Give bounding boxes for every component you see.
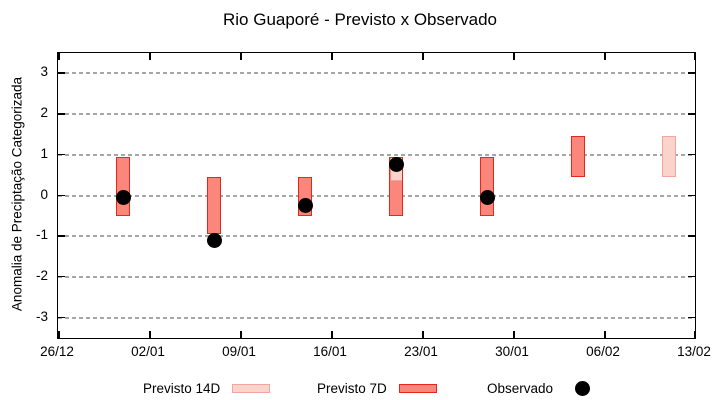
bar-previsto-7d (116, 156, 130, 216)
x-tick-label: 30/01 (495, 344, 529, 359)
bottom-tick-mark-x-4 (422, 331, 424, 338)
bottom-tick-mark-x-2 (240, 331, 242, 338)
y-tick-label: -3 (35, 308, 48, 324)
x-tick-label: 02/01 (131, 344, 165, 359)
right-tick-mark-y-3 (688, 72, 695, 74)
top-tick-mark-x-0 (58, 53, 60, 60)
bar-previsto-7d (207, 177, 221, 235)
legend-label-observado: Observado (487, 380, 554, 396)
x-tick-label: 16/01 (313, 344, 347, 359)
legend-label-previsto-7d: Previsto 7D (317, 380, 387, 396)
gridline-y-0 (58, 194, 695, 197)
bottom-tick-mark-x-5 (513, 331, 515, 338)
gridline-y-3 (58, 72, 695, 75)
top-tick-mark-x-3 (331, 53, 333, 60)
y-tick-label: 1 (40, 145, 48, 161)
legend-item-previsto-14d: Previsto 14D (143, 379, 271, 397)
gridline-y--3 (58, 316, 695, 319)
left-tick-mark-y-2 (58, 113, 65, 115)
y-tick-label: 0 (40, 186, 48, 202)
left-tick-mark-y--2 (58, 275, 65, 278)
left-tick-mark-y-0 (58, 194, 65, 196)
left-tick-mark-y-1 (58, 153, 65, 156)
observado-dot-symbol (575, 380, 591, 396)
observed-dot (297, 198, 313, 214)
right-tick-mark-y-0 (688, 194, 695, 196)
right-tick-mark-y-1 (688, 153, 695, 156)
right-tick-mark-y--2 (688, 275, 695, 278)
plot-area (57, 52, 696, 339)
chart-title: Rio Guaporé - Previsto x Observado (222, 10, 497, 29)
bar-previsto-14d (662, 136, 676, 178)
bottom-tick-mark-x-1 (149, 331, 151, 338)
legend-label-previsto-14d: Previsto 14D (143, 380, 221, 396)
top-tick-mark-x-7 (693, 53, 695, 60)
left-tick-mark-y-3 (58, 72, 65, 74)
y-tick-label: -2 (35, 267, 48, 283)
right-tick-mark-y--1 (688, 235, 695, 237)
legend-item-previsto-7d: Previsto 7D (317, 379, 437, 397)
right-tick-mark-y--3 (688, 316, 695, 319)
observed-dot (115, 190, 131, 206)
gridline-y--2 (58, 275, 695, 278)
x-tick-label: 23/01 (404, 344, 438, 359)
top-tick-mark-x-5 (513, 53, 515, 60)
gridline-y-2 (58, 113, 695, 116)
bottom-tick-mark-x-0 (58, 331, 60, 338)
observed-dot (206, 232, 222, 248)
x-tick-label: 13/02 (677, 344, 711, 359)
previsto-7d-swatch (398, 383, 437, 393)
observed-dot (479, 190, 495, 206)
previsto-14d-swatch (232, 383, 271, 393)
left-tick-mark-y--1 (58, 235, 65, 237)
observed-dot (388, 157, 404, 173)
bottom-tick-mark-x-7 (693, 331, 695, 338)
left-tick-mark-y--3 (58, 316, 65, 319)
y-tick-label: 3 (40, 64, 48, 80)
y-tick-label: -1 (35, 227, 48, 243)
top-tick-mark-x-2 (240, 53, 242, 60)
right-tick-mark-y-2 (688, 113, 695, 115)
gridline-y-1 (58, 153, 695, 156)
x-tick-label: 26/12 (40, 344, 74, 359)
top-tick-mark-x-6 (604, 53, 606, 60)
legend-item-observado: Observado (487, 379, 591, 397)
top-tick-mark-x-4 (422, 53, 424, 60)
bottom-tick-mark-x-3 (331, 331, 333, 338)
x-tick-label: 06/02 (586, 344, 620, 359)
x-tick-label: 09/01 (222, 344, 256, 359)
bottom-tick-mark-x-6 (604, 331, 606, 338)
gridline-y--1 (58, 235, 695, 238)
bar-previsto-7d (480, 156, 494, 216)
top-tick-mark-x-1 (149, 53, 151, 60)
y-tick-label: 2 (40, 105, 48, 121)
legend: Previsto 14D Previsto 7D Observado (0, 379, 720, 397)
bar-previsto-7d (571, 136, 585, 178)
